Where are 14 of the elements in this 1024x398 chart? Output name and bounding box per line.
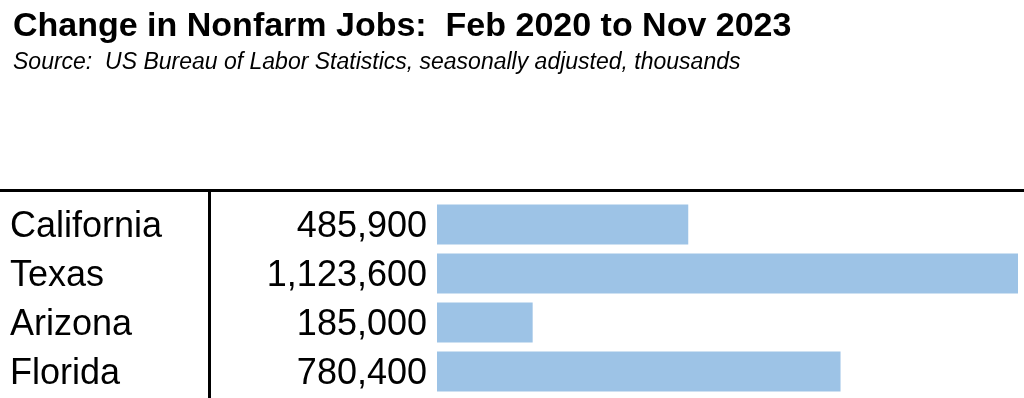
data-label: 485,900 xyxy=(296,204,427,245)
data-label: 185,000 xyxy=(296,302,427,343)
chart-title: Change in Nonfarm Jobs: Feb 2020 to Nov 2023 xyxy=(13,5,792,43)
y-tick-label: Texas xyxy=(10,253,105,294)
bar xyxy=(437,253,1018,294)
bar xyxy=(437,204,689,245)
bar xyxy=(437,302,533,343)
data-label: 1,123,600 xyxy=(266,253,427,294)
y-tick-label: Arizona xyxy=(10,302,134,343)
bar xyxy=(437,351,841,392)
y-tick-label: Florida xyxy=(10,351,122,392)
data-label: 780,400 xyxy=(296,351,427,392)
chart-subtitle: Source: US Bureau of Labor Statistics, seasonally adjusted, thousands xyxy=(13,47,741,74)
y-tick-label: California xyxy=(10,204,164,245)
